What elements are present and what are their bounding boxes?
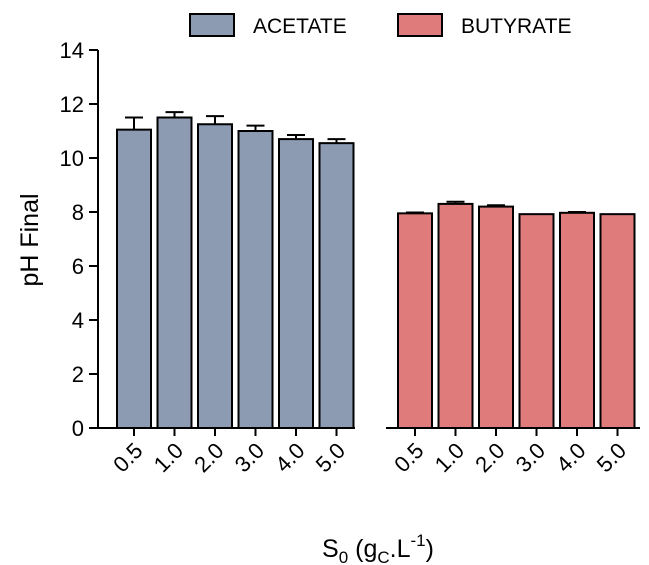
bar — [518, 213, 555, 429]
x-tick-label: 4.0 — [551, 438, 590, 477]
y-tick-label: 10 — [60, 146, 84, 171]
bars — [116, 111, 636, 429]
legend-label: ACETATE — [253, 15, 347, 38]
bar — [156, 116, 193, 429]
y-tick-label: 6 — [72, 254, 84, 279]
bar — [559, 211, 595, 429]
x-tick-label: 4.0 — [270, 438, 309, 477]
x-label-base: S — [322, 535, 339, 563]
bar — [478, 205, 514, 429]
y-tick-label: 0 — [72, 416, 84, 441]
bar — [197, 123, 233, 429]
y-tick-label: 12 — [60, 92, 84, 117]
legend-item-acetate: ACETATE — [189, 13, 347, 38]
bar — [116, 128, 152, 429]
x-label-unit-subscript: C — [377, 548, 389, 565]
y-tick-label: 14 — [60, 38, 84, 63]
y-tick-label: 8 — [72, 200, 84, 225]
legend-label: BUTYRATE — [461, 15, 571, 38]
legend-swatch — [397, 13, 443, 37]
x-axis-label: S0 (gC.L-1) — [322, 531, 434, 565]
bar — [599, 213, 636, 429]
bar — [237, 130, 274, 429]
x-label-open: (g — [348, 535, 377, 563]
x-tick-label: 2.0 — [189, 438, 228, 477]
x-label-base-subscript: 0 — [339, 548, 348, 565]
x-tick-label: 0.5 — [389, 438, 428, 477]
y-axis: 0 2 4 6 8 10 12 14 — [60, 38, 99, 441]
bar — [318, 142, 355, 429]
y-tick-label: 2 — [72, 362, 84, 387]
bar — [278, 138, 314, 429]
x-tick-label: 5.0 — [311, 438, 350, 477]
legend-swatch — [189, 13, 235, 37]
legend: ACETATE BUTYRATE — [189, 13, 571, 38]
bar-group-acetate — [116, 111, 355, 429]
x-label-mid: .L — [390, 535, 411, 563]
x-tick-label: 3.0 — [511, 438, 550, 477]
x-tick-label: 0.5 — [108, 438, 147, 477]
x-tick-label: 5.0 — [592, 438, 631, 477]
legend-item-butyrate: BUTYRATE — [397, 13, 571, 38]
y-axis-label: pH Final — [16, 193, 44, 286]
x-tick-label: 3.0 — [230, 438, 269, 477]
x-tick-label: 2.0 — [470, 438, 509, 477]
x-axis: 0.5 1.0 2.0 3.0 4.0 5.0 0.5 1.0 2.0 3.0 4.0 5.0 — [98, 427, 640, 477]
y-tick-label: 4 — [72, 308, 84, 333]
x-tick-label: 1.0 — [149, 438, 188, 477]
x-tick-label: 1.0 — [430, 438, 469, 477]
bar-group-butyrate — [397, 200, 636, 429]
x-label-close: ) — [426, 535, 434, 563]
bar — [437, 202, 474, 429]
bar — [397, 212, 433, 429]
x-label-unit-superscript: -1 — [411, 531, 426, 550]
